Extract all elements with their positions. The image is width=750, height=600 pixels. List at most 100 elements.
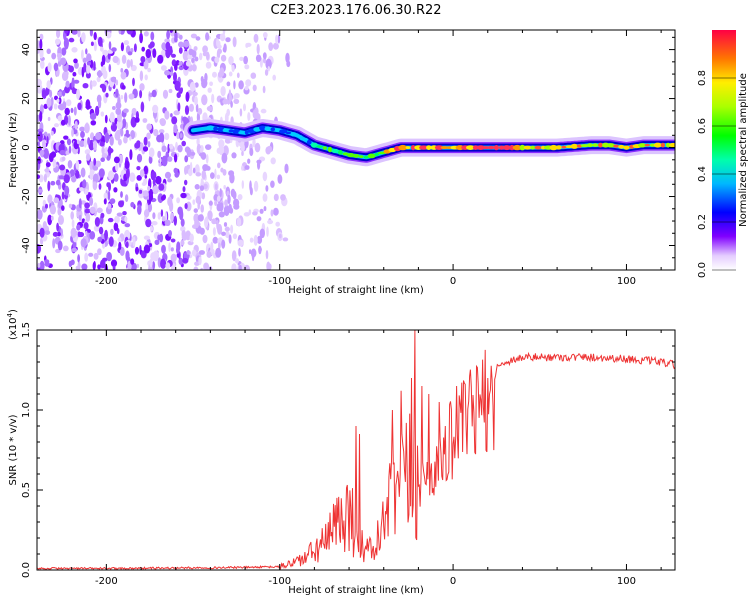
- noise-speck: [176, 246, 180, 254]
- noise-speck: [157, 234, 161, 241]
- noise-speck: [49, 204, 57, 215]
- signal-blob: [519, 144, 526, 151]
- noise-speck: [212, 236, 219, 244]
- noise-speck: [136, 175, 142, 181]
- noise-speck: [173, 110, 180, 116]
- noise-speck: [249, 187, 253, 196]
- noise-speck: [52, 231, 59, 237]
- noise-speck: [190, 33, 197, 39]
- noise-speck: [112, 265, 116, 270]
- noise-speck: [99, 83, 106, 89]
- noise-speck: [124, 160, 130, 170]
- noise-speck: [88, 252, 94, 257]
- noise-speck: [78, 198, 82, 209]
- noise-speck: [277, 34, 281, 44]
- noise-speck: [75, 170, 80, 179]
- spectrogram-xlabel: Height of straight line (km): [288, 285, 424, 296]
- noise-speck: [161, 216, 166, 222]
- noise-speck: [143, 235, 150, 240]
- noise-speck: [170, 212, 174, 223]
- noise-speck: [195, 103, 199, 113]
- noise-speck: [248, 249, 252, 255]
- noise-speck: [160, 209, 164, 217]
- signal-blob: [398, 144, 408, 151]
- noise-speck: [207, 87, 212, 93]
- signal-blob: [264, 126, 271, 131]
- noise-speck: [82, 57, 88, 64]
- noise-speck: [47, 116, 51, 122]
- signal-blob: [322, 146, 327, 150]
- noise-speck: [224, 226, 230, 232]
- noise-speck: [125, 241, 129, 249]
- noise-speck: [60, 119, 66, 126]
- noise-speck: [178, 61, 183, 66]
- noise-speck: [67, 160, 73, 169]
- noise-speck: [128, 93, 135, 100]
- snr-multiplier-close: ): [8, 309, 19, 313]
- noise-speck: [204, 72, 208, 83]
- noise-speck: [43, 148, 49, 159]
- colorbar-tick-label: 0.8: [697, 70, 708, 86]
- noise-speck: [253, 180, 259, 192]
- spectrogram-y-tick-label: 0: [21, 144, 32, 150]
- noise-speck: [122, 211, 127, 216]
- noise-speck: [194, 82, 199, 88]
- noise-speck: [102, 257, 108, 262]
- signal-blob: [660, 142, 666, 148]
- noise-speck: [228, 89, 232, 98]
- noise-speck: [202, 45, 209, 53]
- noise-speck: [107, 170, 115, 181]
- noise-speck: [45, 162, 51, 168]
- noise-speck: [57, 207, 62, 216]
- noise-speck: [188, 48, 194, 56]
- noise-speck: [189, 103, 194, 112]
- spectrogram-x-tick-label: 100: [617, 276, 636, 287]
- noise-speck: [205, 144, 212, 151]
- noise-speck: [37, 78, 42, 88]
- noise-speck: [158, 129, 165, 134]
- noise-speck: [169, 30, 173, 33]
- noise-speck: [191, 57, 195, 64]
- noise-speck: [153, 129, 159, 137]
- noise-speck: [199, 52, 203, 61]
- noise-speck: [121, 54, 127, 64]
- spectrogram-plot-frame: [36, 29, 676, 271]
- noise-speck: [92, 262, 96, 270]
- noise-speck: [249, 237, 254, 243]
- noise-speck: [210, 172, 215, 180]
- noise-speck: [62, 101, 67, 110]
- signal-blob: [530, 145, 536, 150]
- noise-speck: [275, 221, 281, 227]
- snr-x-tick-label: -100: [268, 576, 291, 587]
- noise-speck: [219, 33, 226, 42]
- signal-blob: [358, 155, 364, 159]
- noise-speck: [146, 123, 152, 131]
- spectrogram-y-tick-label: -40: [21, 237, 32, 253]
- noise-speck: [170, 113, 173, 118]
- noise-speck: [223, 205, 230, 217]
- noise-speck: [232, 190, 237, 200]
- signal-blob: [476, 145, 485, 151]
- noise-speck: [168, 230, 172, 237]
- noise-speck: [70, 227, 77, 238]
- noise-speck: [66, 138, 72, 146]
- noise-speck: [180, 240, 185, 246]
- noise-speck: [85, 48, 88, 55]
- noise-speck: [273, 207, 279, 216]
- noise-speck: [171, 116, 178, 125]
- noise-speck: [165, 48, 171, 59]
- noise-speck: [205, 61, 212, 69]
- noise-speck: [183, 40, 190, 48]
- noise-speck: [205, 32, 210, 41]
- noise-speck: [44, 261, 50, 267]
- noise-speck: [138, 189, 143, 194]
- noise-speck: [152, 185, 159, 195]
- noise-speck: [100, 212, 105, 219]
- signal-blob: [598, 142, 603, 148]
- noise-speck: [98, 168, 105, 178]
- noise-speck: [248, 209, 252, 216]
- noise-speck: [61, 89, 66, 97]
- noise-speck: [180, 87, 183, 93]
- noise-speck: [178, 65, 184, 71]
